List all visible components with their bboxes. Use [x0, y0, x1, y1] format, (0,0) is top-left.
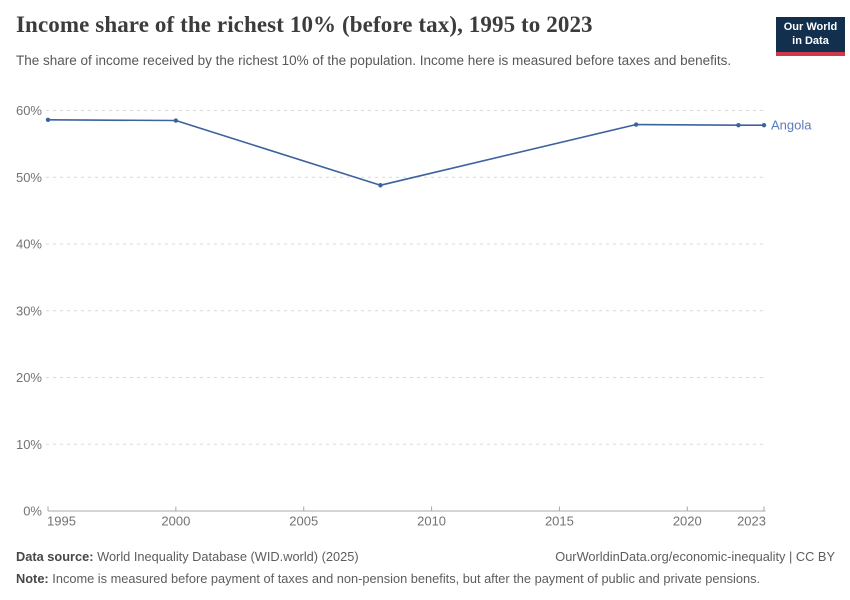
data-point[interactable] — [173, 118, 179, 123]
data-source-text: Data source: World Inequality Database (… — [16, 549, 359, 564]
note-value: Income is measured before payment of tax… — [52, 571, 761, 586]
line-chart[interactable]: 0% 10% 20% 30% 40% 50% 60% 1995 2000 2005 2010 2015… — [0, 0, 850, 545]
chart-subtitle: The share of income received by the rich… — [16, 53, 732, 68]
data-source-label: Data source: — [16, 549, 94, 564]
owid-logo-line1: Our World — [783, 21, 838, 33]
x-tick-label: 2000 — [161, 514, 190, 529]
data-point[interactable] — [378, 183, 383, 188]
y-tick-label: 50% — [16, 170, 42, 185]
owid-logo: Our World in Data — [776, 17, 845, 56]
y-tick-label: 10% — [16, 437, 42, 452]
y-tick-label: 60% — [16, 103, 42, 118]
y-tick-label: 40% — [16, 237, 42, 252]
x-tick-label: 2020 — [673, 514, 702, 529]
owid-logo-line2: in Data — [792, 34, 829, 47]
y-tick-label: 20% — [16, 370, 42, 385]
x-tick-label: 2005 — [289, 514, 318, 529]
x-tick-label: 2023 — [737, 514, 766, 529]
data-point[interactable] — [45, 117, 51, 123]
data-point[interactable] — [633, 122, 639, 127]
data-point[interactable] — [736, 122, 741, 128]
y-tick-label: 0% — [23, 504, 42, 519]
note-label: Note: — [16, 571, 49, 586]
y-tick-label: 30% — [16, 303, 42, 318]
x-tick-label: 2015 — [545, 514, 574, 529]
page-title: Income share of the richest 10% (before … — [16, 12, 593, 37]
credit-link[interactable]: OurWorldinData.org/economic-inequality |… — [555, 549, 835, 564]
data-line[interactable] — [47, 119, 764, 187]
x-tick-label: 1995 — [47, 514, 76, 529]
x-tick-label: 2010 — [417, 514, 446, 529]
entity-label[interactable]: Angola — [771, 118, 812, 133]
footer-note: Note: Income is measured before payment … — [16, 571, 835, 586]
data-point[interactable] — [761, 122, 767, 128]
footer-source-row: Data source: World Inequality Database (… — [16, 549, 835, 564]
data-source-value: World Inequality Database (WID.world) (2… — [97, 549, 359, 564]
